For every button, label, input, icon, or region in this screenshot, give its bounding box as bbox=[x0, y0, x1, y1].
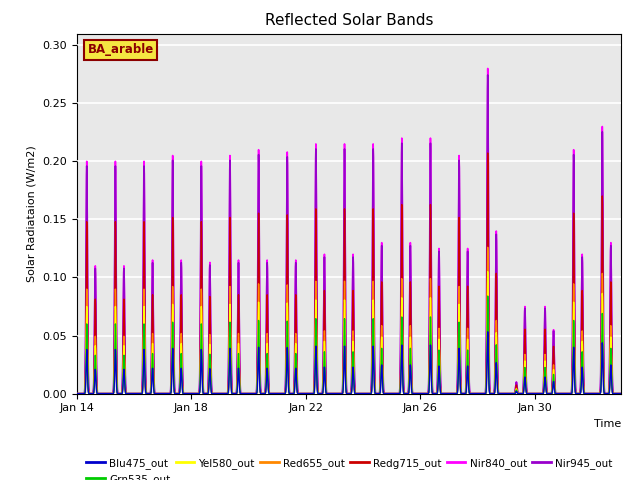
Red655_out bbox=[503, 391, 511, 396]
Redg715_out bbox=[545, 391, 553, 396]
Red655_out bbox=[436, 350, 444, 356]
Yel580_out bbox=[472, 391, 480, 396]
Line: Nir945_out: Nir945_out bbox=[77, 75, 640, 394]
Yel580_out bbox=[545, 391, 553, 396]
Redg715_out bbox=[472, 391, 480, 396]
Grn535_out bbox=[255, 322, 262, 327]
Grn535_out bbox=[472, 391, 480, 396]
Red655_out bbox=[472, 391, 480, 396]
Line: Redg715_out: Redg715_out bbox=[77, 153, 640, 394]
Nir840_out bbox=[436, 300, 444, 306]
Nir945_out bbox=[484, 72, 492, 78]
Yel580_out bbox=[484, 269, 492, 275]
Yel580_out bbox=[472, 391, 480, 396]
Blu475_out bbox=[472, 391, 480, 396]
Grn535_out bbox=[472, 391, 480, 396]
Line: Red655_out: Red655_out bbox=[77, 247, 640, 394]
Line: Grn535_out: Grn535_out bbox=[77, 296, 640, 394]
Blu475_out bbox=[73, 391, 81, 396]
Blu475_out bbox=[255, 347, 262, 353]
Redg715_out bbox=[73, 391, 81, 396]
Yel580_out bbox=[436, 357, 444, 362]
Redg715_out bbox=[255, 220, 262, 226]
Red655_out bbox=[545, 391, 553, 396]
Redg715_out bbox=[436, 324, 444, 329]
Nir840_out bbox=[545, 391, 553, 396]
Blu475_out bbox=[436, 373, 444, 379]
Nir945_out bbox=[73, 391, 81, 396]
Redg715_out bbox=[484, 150, 492, 156]
Text: Time: Time bbox=[593, 419, 621, 429]
Red655_out bbox=[73, 391, 81, 396]
Line: Blu475_out: Blu475_out bbox=[77, 332, 640, 394]
Nir840_out bbox=[255, 160, 262, 166]
Nir945_out bbox=[255, 162, 262, 168]
Nir945_out bbox=[472, 391, 480, 396]
Text: BA_arable: BA_arable bbox=[88, 43, 154, 56]
Y-axis label: Solar Radiataion (W/m2): Solar Radiataion (W/m2) bbox=[27, 145, 36, 282]
Nir840_out bbox=[503, 391, 511, 396]
Nir945_out bbox=[436, 292, 444, 298]
Nir945_out bbox=[472, 391, 480, 396]
Red655_out bbox=[255, 287, 262, 293]
Nir840_out bbox=[73, 391, 81, 396]
Nir945_out bbox=[503, 391, 511, 396]
Yel580_out bbox=[255, 304, 262, 310]
Blu475_out bbox=[503, 391, 511, 396]
Red655_out bbox=[472, 391, 480, 396]
Title: Reflected Solar Bands: Reflected Solar Bands bbox=[264, 13, 433, 28]
Nir840_out bbox=[472, 391, 480, 396]
Red655_out bbox=[484, 244, 492, 250]
Redg715_out bbox=[503, 391, 511, 396]
Line: Nir840_out: Nir840_out bbox=[77, 69, 640, 394]
Grn535_out bbox=[503, 391, 511, 396]
Nir840_out bbox=[484, 66, 492, 72]
Blu475_out bbox=[545, 391, 553, 396]
Redg715_out bbox=[472, 391, 480, 396]
Grn535_out bbox=[436, 363, 444, 369]
Blu475_out bbox=[472, 391, 480, 396]
Grn535_out bbox=[484, 293, 492, 299]
Yel580_out bbox=[503, 391, 511, 396]
Blu475_out bbox=[484, 329, 492, 335]
Legend: Blu475_out, Grn535_out, Yel580_out, Red655_out, Redg715_out, Nir840_out, Nir945_: Blu475_out, Grn535_out, Yel580_out, Red6… bbox=[82, 454, 616, 480]
Grn535_out bbox=[545, 391, 553, 396]
Grn535_out bbox=[73, 391, 81, 396]
Yel580_out bbox=[73, 391, 81, 396]
Nir840_out bbox=[472, 391, 480, 396]
Nir945_out bbox=[545, 391, 553, 396]
Line: Yel580_out: Yel580_out bbox=[77, 272, 640, 394]
